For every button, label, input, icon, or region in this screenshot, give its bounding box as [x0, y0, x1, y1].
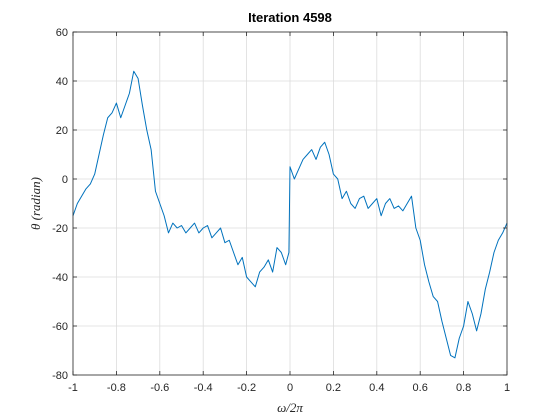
y-tick-label: 40	[56, 76, 68, 88]
y-tick-label: -40	[52, 272, 68, 284]
x-tick-label: 0	[287, 382, 293, 394]
y-tick-label: -20	[52, 223, 68, 235]
x-tick-label: 0.6	[413, 382, 428, 394]
x-axis-label: ω/2π	[277, 400, 303, 415]
y-tick-label: -60	[52, 321, 68, 333]
x-tick-label: -1	[68, 382, 78, 394]
series-layer	[72, 70, 508, 359]
y-tick-label: 0	[62, 174, 68, 186]
x-tick-label: 0.4	[369, 382, 384, 394]
series-line	[72, 70, 508, 359]
x-tick-label: 0.8	[456, 382, 471, 394]
y-tick-label: 60	[56, 27, 68, 39]
x-tick-label: -0.2	[237, 382, 256, 394]
chart-title: Iteration 4598	[248, 10, 332, 25]
x-tick-label: -0.4	[194, 382, 213, 394]
y-tick-label: 20	[56, 125, 68, 137]
ticks: -1 -0.8 -0.6 -0.4 -0.2 0 0.2 0.4 0.6 0.8 1 -80 -60 -4…	[52, 27, 510, 394]
x-tick-label: 1	[504, 382, 510, 394]
x-tick-label: 0.2	[326, 382, 341, 394]
y-axis-label: θ (radian)	[28, 177, 43, 230]
x-tick-label: -0.6	[150, 382, 169, 394]
y-tick-label: -80	[52, 370, 68, 382]
x-tick-label: -0.8	[107, 382, 126, 394]
